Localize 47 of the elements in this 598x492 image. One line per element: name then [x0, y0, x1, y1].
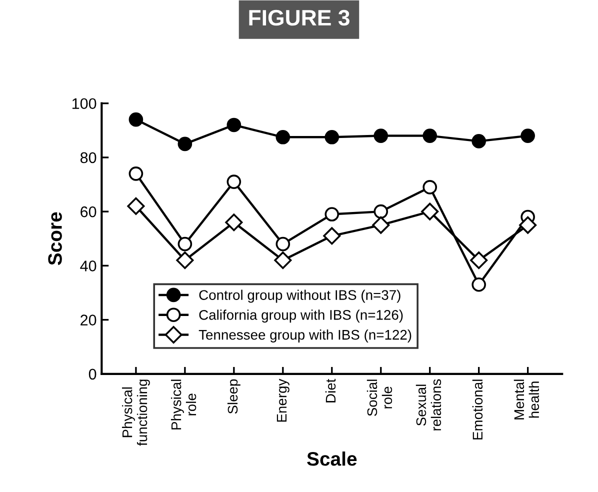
point [128, 112, 144, 127]
point [274, 252, 292, 270]
point [323, 227, 341, 245]
x-tick-label: Energy [276, 378, 290, 422]
x-tick-label: Sexual relations [416, 379, 442, 430]
point [374, 128, 388, 143]
x-axis-title: Scale [307, 452, 357, 466]
y-tick-label: 40 [80, 260, 96, 272]
legend-label: Tennessee group with IBS (n=122) [198, 330, 412, 342]
point [127, 197, 145, 215]
y-tick-label: 80 [80, 152, 96, 164]
point [422, 128, 438, 143]
point [225, 214, 243, 232]
point [372, 216, 390, 234]
point [324, 207, 340, 222]
legend-label: California group with IBS (n=126) [199, 310, 403, 323]
point [226, 118, 242, 132]
x-tick-label: Mental health [514, 380, 540, 420]
point [374, 204, 388, 219]
point [324, 130, 340, 144]
y-tick-label: 60 [80, 206, 96, 218]
point [422, 180, 438, 194]
point [519, 216, 537, 234]
point [276, 236, 290, 252]
point [178, 136, 192, 152]
point [176, 252, 194, 270]
point [470, 252, 488, 270]
point [128, 166, 144, 181]
point [421, 202, 439, 220]
y-tick-label: 0 [88, 368, 96, 380]
point [226, 174, 242, 189]
x-tick-label: Diet [325, 378, 336, 402]
x-tick-label: Emotional [472, 380, 483, 440]
x-tick-label: Social role [366, 380, 392, 416]
point [520, 128, 535, 143]
point [472, 277, 486, 292]
x-tick-label: Sleep [227, 379, 240, 414]
legend-label: Control group without IBS (n=37) [199, 290, 400, 303]
chart-title: FIGURE 3 [249, 10, 350, 26]
point [276, 130, 290, 144]
x-tick-label: Physical role [170, 380, 196, 430]
point [178, 236, 192, 252]
y-tick-label: 100 [72, 98, 96, 110]
y-tick-label: 20 [80, 314, 96, 326]
x-tick-label: Physical functioning [122, 380, 150, 446]
y-axis-title: Score [48, 212, 62, 266]
point [472, 134, 486, 148]
